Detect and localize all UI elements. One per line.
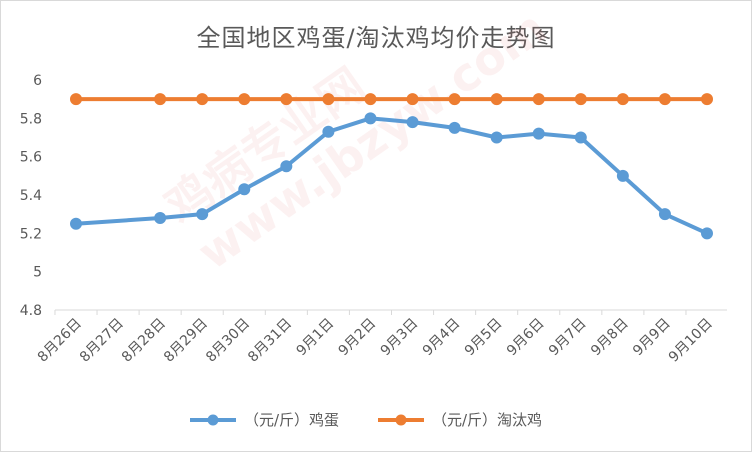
data-point [448,121,461,134]
x-tick-label: 8月29日 [161,316,211,366]
x-tick-label: 8月31日 [245,316,295,366]
x-tick-label: 9月2日 [336,316,380,360]
x-tick-label: 9月7日 [546,316,590,360]
data-point [154,93,167,106]
data-point [238,93,251,106]
data-point [490,131,503,144]
legend-label: （元/斤）鸡蛋 [244,411,339,429]
x-tick-label: 8月28日 [119,316,169,366]
chart-title: 全国地区鸡蛋/淘汰鸡均价走势图 [196,24,556,52]
data-point [70,217,82,230]
y-tick-label: 5.2 [20,226,42,242]
data-point [701,93,713,106]
data-point [616,169,629,182]
legend-swatch-marker [395,414,407,426]
x-tick-label: 9月5日 [462,316,506,360]
data-point [196,208,209,221]
data-point [448,93,461,106]
data-point [532,127,545,140]
data-point [322,93,335,106]
data-point [490,93,503,106]
data-point [574,131,587,144]
data-point [658,93,671,106]
data-point [406,93,419,106]
y-tick-label: 5.4 [20,188,42,204]
data-point [616,93,629,106]
x-tick-label: 8月27日 [77,316,127,366]
series-line [74,116,709,236]
x-tick-label: 8月30日 [203,316,253,366]
y-tick-label: 5.6 [20,150,42,166]
data-point [658,208,671,221]
x-tick-label: 9月4日 [420,316,464,360]
legend-swatch-marker [207,414,219,426]
x-tick-label: 9月3日 [378,316,422,360]
x-tick-label: 8月26日 [35,316,85,366]
data-point [574,93,587,106]
x-axis: 8月26日8月27日8月28日8月29日8月30日8月31日9月1日9月2日9月… [35,309,727,366]
x-tick-label: 9月6日 [504,316,548,360]
y-axis: 4.8 5 5.2 5.4 5.6 5.8 6 [20,73,42,319]
x-tick-label: 9月1日 [294,316,338,360]
y-tick-label: 6 [33,73,42,89]
data-point [196,93,209,106]
data-point [701,227,713,240]
data-point [70,93,82,106]
data-point [364,112,377,125]
data-point [154,212,167,224]
series-layer [70,93,713,240]
data-point [532,93,545,106]
data-point [280,93,293,106]
legend-label: （元/斤）淘汰鸡 [432,411,542,429]
x-tick-label: 9月10日 [666,316,716,366]
data-point [322,125,335,138]
data-point [238,183,251,196]
y-tick-label: 5.8 [20,111,42,127]
x-tick-label: 9月8日 [588,316,632,360]
y-tick-label: 4.8 [20,303,42,319]
legend: （元/斤）鸡蛋 （元/斤）淘汰鸡 [190,411,542,429]
data-point [280,160,293,173]
y-tick-label: 5 [33,265,42,281]
data-point [364,93,377,106]
data-point [406,116,419,129]
